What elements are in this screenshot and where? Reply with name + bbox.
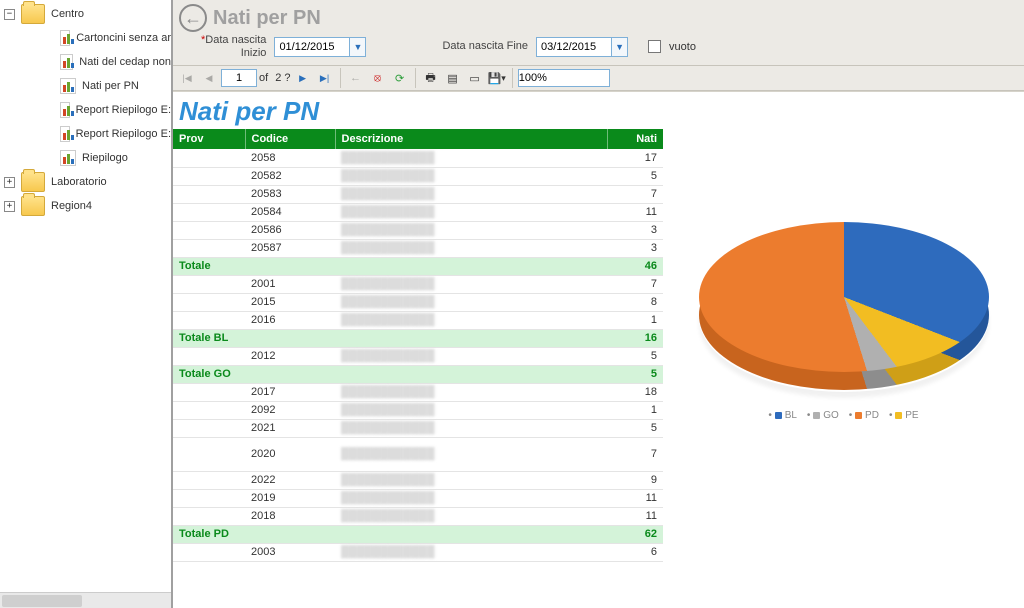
table-row: 2058████████████17: [173, 149, 663, 167]
table-row: 2018████████████11: [173, 507, 663, 525]
tree-folder[interactable]: + Region4: [0, 194, 171, 218]
table-row: 2016████████████1: [173, 311, 663, 329]
date-end-input[interactable]: ▼: [536, 37, 628, 57]
table-row: 2015████████████8: [173, 293, 663, 311]
filter-bar: *Data nascitaInizio ▼ Data nascita Fine …: [173, 34, 1024, 65]
dropdown-icon[interactable]: ▼: [611, 38, 627, 56]
page-title: Nati per PN: [213, 7, 321, 30]
zoom-select[interactable]: [518, 69, 610, 87]
filter-end-label: Data nascita Fine: [442, 40, 528, 53]
table-header-row: Prov Codice Descrizione Nati: [173, 129, 663, 149]
chart-icon: [60, 126, 70, 142]
folder-icon: [21, 4, 45, 24]
th-codice: Codice: [245, 129, 335, 149]
chart-icon: [60, 78, 76, 94]
folder-icon: [21, 172, 45, 192]
th-descr: Descrizione: [335, 129, 607, 149]
folder-icon: [21, 196, 45, 216]
table-row: 20583████████████7: [173, 185, 663, 203]
report-canvas: Nati per PN Prov Codice Descrizione Nati…: [173, 91, 1024, 608]
total-row: Totale BL16: [173, 329, 663, 347]
tree-label: Centro: [51, 8, 84, 20]
sidebar: − Centro Cartoncini senza ar Nati del cedap…: [0, 0, 173, 608]
sidebar-item[interactable]: Cartoncini senza ar: [0, 26, 171, 50]
table-row: 2003████████████6: [173, 543, 663, 561]
tree-expander[interactable]: +: [4, 177, 15, 188]
table-row: 20582████████████5: [173, 167, 663, 185]
tree-expander[interactable]: −: [4, 9, 15, 20]
date-end-field[interactable]: [537, 41, 611, 53]
table-row: 20584████████████11: [173, 203, 663, 221]
page-of-label: of: [259, 72, 268, 84]
tree-label: Riepilogo: [82, 152, 128, 164]
export-button[interactable]: 💾▾: [487, 68, 507, 88]
chart-icon: [60, 102, 70, 118]
pie-legend: • BL • GO • PD • PE: [768, 410, 918, 421]
next-page-button[interactable]: ▶: [293, 68, 313, 88]
page-total-label: 2 ?: [275, 72, 290, 84]
tree-label: Nati per PN: [82, 80, 139, 92]
first-page-button[interactable]: |◀: [177, 68, 197, 88]
table-row: 2019████████████11: [173, 489, 663, 507]
table-row: 2021████████████5: [173, 419, 663, 437]
table-row: 2017████████████18: [173, 383, 663, 401]
stop-button[interactable]: ⦻: [368, 68, 388, 88]
dropdown-icon[interactable]: ▼: [349, 38, 365, 56]
legend-item: • BL: [768, 410, 797, 421]
sidebar-scrollbar[interactable]: [0, 592, 171, 608]
table-row: 2092████████████1: [173, 401, 663, 419]
main-panel: ← Nati per PN *Data nascitaInizio ▼ Data…: [173, 0, 1024, 608]
table-row: 2012████████████5: [173, 347, 663, 365]
date-start-field[interactable]: [275, 41, 349, 53]
tree-label: Region4: [51, 200, 92, 212]
header: ← Nati per PN: [173, 0, 1024, 34]
th-prov: Prov: [173, 129, 245, 149]
date-start-input[interactable]: ▼: [274, 37, 366, 57]
tree-label: Cartoncini senza ar: [76, 32, 171, 44]
legend-item: • GO: [807, 410, 839, 421]
table-row: 2022████████████9: [173, 471, 663, 489]
sidebar-item[interactable]: Nati per PN: [0, 74, 171, 98]
report-title: Nati per PN: [173, 92, 663, 129]
vuoto-checkbox[interactable]: [648, 40, 661, 53]
sidebar-item[interactable]: Report Riepilogo E:: [0, 98, 171, 122]
print-button[interactable]: 🖶: [421, 68, 441, 88]
tree-folder[interactable]: − Centro: [0, 2, 171, 26]
back-button[interactable]: ←: [179, 4, 207, 32]
last-page-button[interactable]: ▶|: [315, 68, 335, 88]
prev-page-button[interactable]: ◀: [199, 68, 219, 88]
page-setup-button[interactable]: ▭: [465, 68, 485, 88]
legend-item: • PD: [849, 410, 879, 421]
table-row: 20587████████████3: [173, 239, 663, 257]
chart-icon: [60, 150, 76, 166]
total-row: Totale46: [173, 257, 663, 275]
total-row: Totale PD62: [173, 525, 663, 543]
pie-chart: [699, 222, 989, 392]
tree-label: Laboratorio: [51, 176, 107, 188]
table-row: 20586████████████3: [173, 221, 663, 239]
th-nati: Nati: [607, 129, 663, 149]
refresh-button[interactable]: ⟳: [390, 68, 410, 88]
report-toolbar: |◀ ◀ of 2 ? ▶ ▶| ← ⦻ ⟳ 🖶 ▤ ▭ 💾▾: [173, 65, 1024, 91]
tree-label: Report Riepilogo E:: [76, 128, 171, 140]
sidebar-item[interactable]: Nati del cedap non: [0, 50, 171, 74]
sidebar-item[interactable]: Report Riepilogo E:: [0, 122, 171, 146]
chart-icon: [60, 54, 73, 70]
sidebar-item[interactable]: Riepilogo: [0, 146, 171, 170]
vuoto-label: vuoto: [669, 41, 696, 53]
table-row: 2001████████████7: [173, 275, 663, 293]
layout-button[interactable]: ▤: [443, 68, 463, 88]
tree-label: Nati del cedap non: [79, 56, 171, 68]
tree-folder[interactable]: + Laboratorio: [0, 170, 171, 194]
chart-icon: [60, 30, 70, 46]
table-row: 2020████████████7: [173, 437, 663, 471]
filter-start-label: *Data nascitaInizio: [201, 34, 266, 59]
report-table: Prov Codice Descrizione Nati 2058███████…: [173, 129, 663, 562]
back-history-button[interactable]: ←: [346, 68, 366, 88]
tree-label: Report Riepilogo E:: [76, 104, 171, 116]
tree-expander[interactable]: +: [4, 201, 15, 212]
legend-item: • PE: [889, 410, 919, 421]
total-row: Totale GO5: [173, 365, 663, 383]
page-input[interactable]: [221, 69, 257, 87]
